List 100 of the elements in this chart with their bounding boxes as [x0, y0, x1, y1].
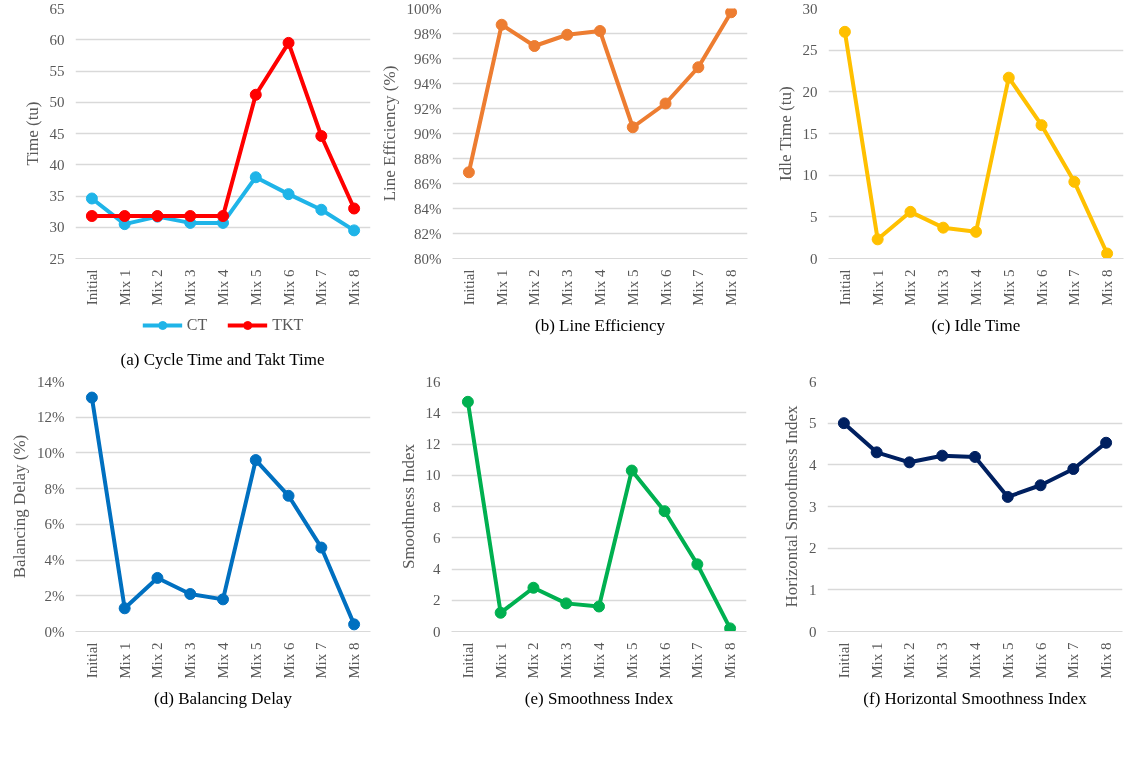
y-axis-title: Line Efficiency (%) [379, 65, 399, 202]
point [936, 449, 949, 462]
x-tick-label: Mix 2 [525, 642, 542, 679]
y-tick-label: 55 [49, 63, 65, 79]
point [85, 192, 98, 205]
x-tick-label: Mix 8 [346, 642, 363, 679]
y-tick-label: 88% [414, 150, 442, 167]
x-tick-label: Mix 3 [935, 269, 952, 306]
y-tick-label: 12 [425, 436, 441, 452]
y-tick-label: 3 [809, 498, 817, 515]
y-tick-label: 35 [49, 188, 65, 204]
x-tick-label: Mix 5 [247, 642, 264, 679]
point [282, 36, 295, 49]
point [462, 166, 475, 179]
x-tick-label: Mix 8 [346, 269, 363, 306]
point [560, 597, 573, 610]
y-tick-label: 45 [49, 125, 65, 142]
x-tick-label: Mix 3 [934, 642, 951, 679]
x-tick-label: Mix 3 [559, 269, 576, 306]
x-tick-label: Mix 7 [313, 642, 330, 679]
y-tick-label: 6 [433, 529, 441, 546]
point [969, 450, 981, 463]
point [692, 61, 705, 74]
point [527, 581, 540, 594]
x-tick-label: Mix 4 [215, 642, 231, 679]
point [184, 588, 197, 600]
y-tick-label: 60 [49, 31, 65, 48]
y-tick-label: 40 [49, 156, 65, 173]
point [494, 606, 507, 619]
x-tick-label: Mix 7 [313, 269, 330, 306]
y-tick-label: 84% [414, 200, 442, 217]
x-tick-label: Mix 7 [1066, 269, 1083, 306]
y-tick-label: 1 [809, 581, 817, 598]
point [249, 454, 262, 467]
point [348, 202, 361, 215]
legend-label: CT [186, 316, 208, 334]
point [838, 25, 851, 38]
y-tick-label: 2 [433, 592, 441, 609]
x-tick-label: Mix 4 [967, 642, 983, 679]
x-tick-label: Mix 3 [558, 642, 575, 679]
y-tick-label: 0% [44, 623, 65, 640]
x-tick-label: Mix 1 [868, 642, 885, 679]
x-tick-label: Mix 2 [901, 642, 918, 679]
y-tick-label: 50 [49, 94, 65, 111]
point [1034, 479, 1047, 492]
point [594, 25, 606, 37]
point [151, 571, 164, 584]
y-tick-label: 5 [809, 415, 817, 432]
y-tick-label: 5 [810, 208, 818, 225]
point [315, 541, 328, 554]
x-tick-label: Mix 5 [999, 642, 1016, 679]
point [528, 40, 541, 52]
point [904, 205, 917, 218]
y-tick-label: 6% [44, 516, 65, 533]
x-tick-label: Mix 4 [591, 642, 607, 679]
point [249, 171, 262, 184]
y-tick-label: 14 [425, 404, 441, 421]
x-tick-label: Mix 4 [968, 269, 984, 306]
point [184, 210, 197, 222]
point [461, 395, 474, 408]
x-tick-label: Mix 8 [722, 642, 739, 679]
point [724, 622, 737, 632]
y-tick-label: 10 [802, 167, 818, 184]
point [495, 18, 508, 31]
x-tick-label: Mix 6 [1032, 642, 1049, 679]
point [659, 97, 672, 110]
y-axis-title: Time (tu) [22, 101, 42, 166]
y-tick-label: 10 [425, 467, 441, 484]
point [691, 558, 704, 571]
x-tick-label: Mix 1 [116, 642, 133, 679]
x-tick-label: Mix 2 [902, 269, 919, 306]
text: (e) Smoothness Index [524, 688, 674, 708]
point [315, 203, 328, 216]
x-tick-label: Mix 6 [1033, 269, 1050, 306]
point [903, 456, 916, 469]
point [85, 391, 98, 404]
y-tick-label: 25 [802, 42, 818, 59]
point [625, 464, 638, 477]
y-tick-label: 82% [414, 225, 442, 242]
y-tick-label: 86% [414, 175, 442, 192]
y-tick-label: 92% [414, 100, 442, 117]
point [315, 130, 328, 142]
x-tick-label: Mix 1 [493, 269, 510, 306]
text: (d) Balancing Delay [154, 688, 293, 708]
y-tick-label: 6 [809, 373, 817, 390]
point [1100, 436, 1113, 449]
x-tick-label: Mix 6 [656, 642, 673, 679]
y-tick-label: 30 [49, 219, 65, 236]
y-axis-title: Horizontal Smoothness Index [782, 404, 801, 608]
x-tick-label: Mix 1 [492, 642, 509, 679]
y-tick-label: 2% [44, 587, 65, 604]
y-tick-label: 80% [414, 250, 442, 267]
point [217, 593, 229, 606]
point [118, 210, 131, 222]
y-tick-label: 98% [414, 25, 442, 42]
y-tick-label: 100% [406, 0, 442, 17]
x-tick-label: Initial [459, 642, 476, 679]
y-tick-label: 12% [37, 409, 65, 426]
point [561, 28, 574, 41]
y-axis-title: Smoothness Index [398, 443, 418, 570]
